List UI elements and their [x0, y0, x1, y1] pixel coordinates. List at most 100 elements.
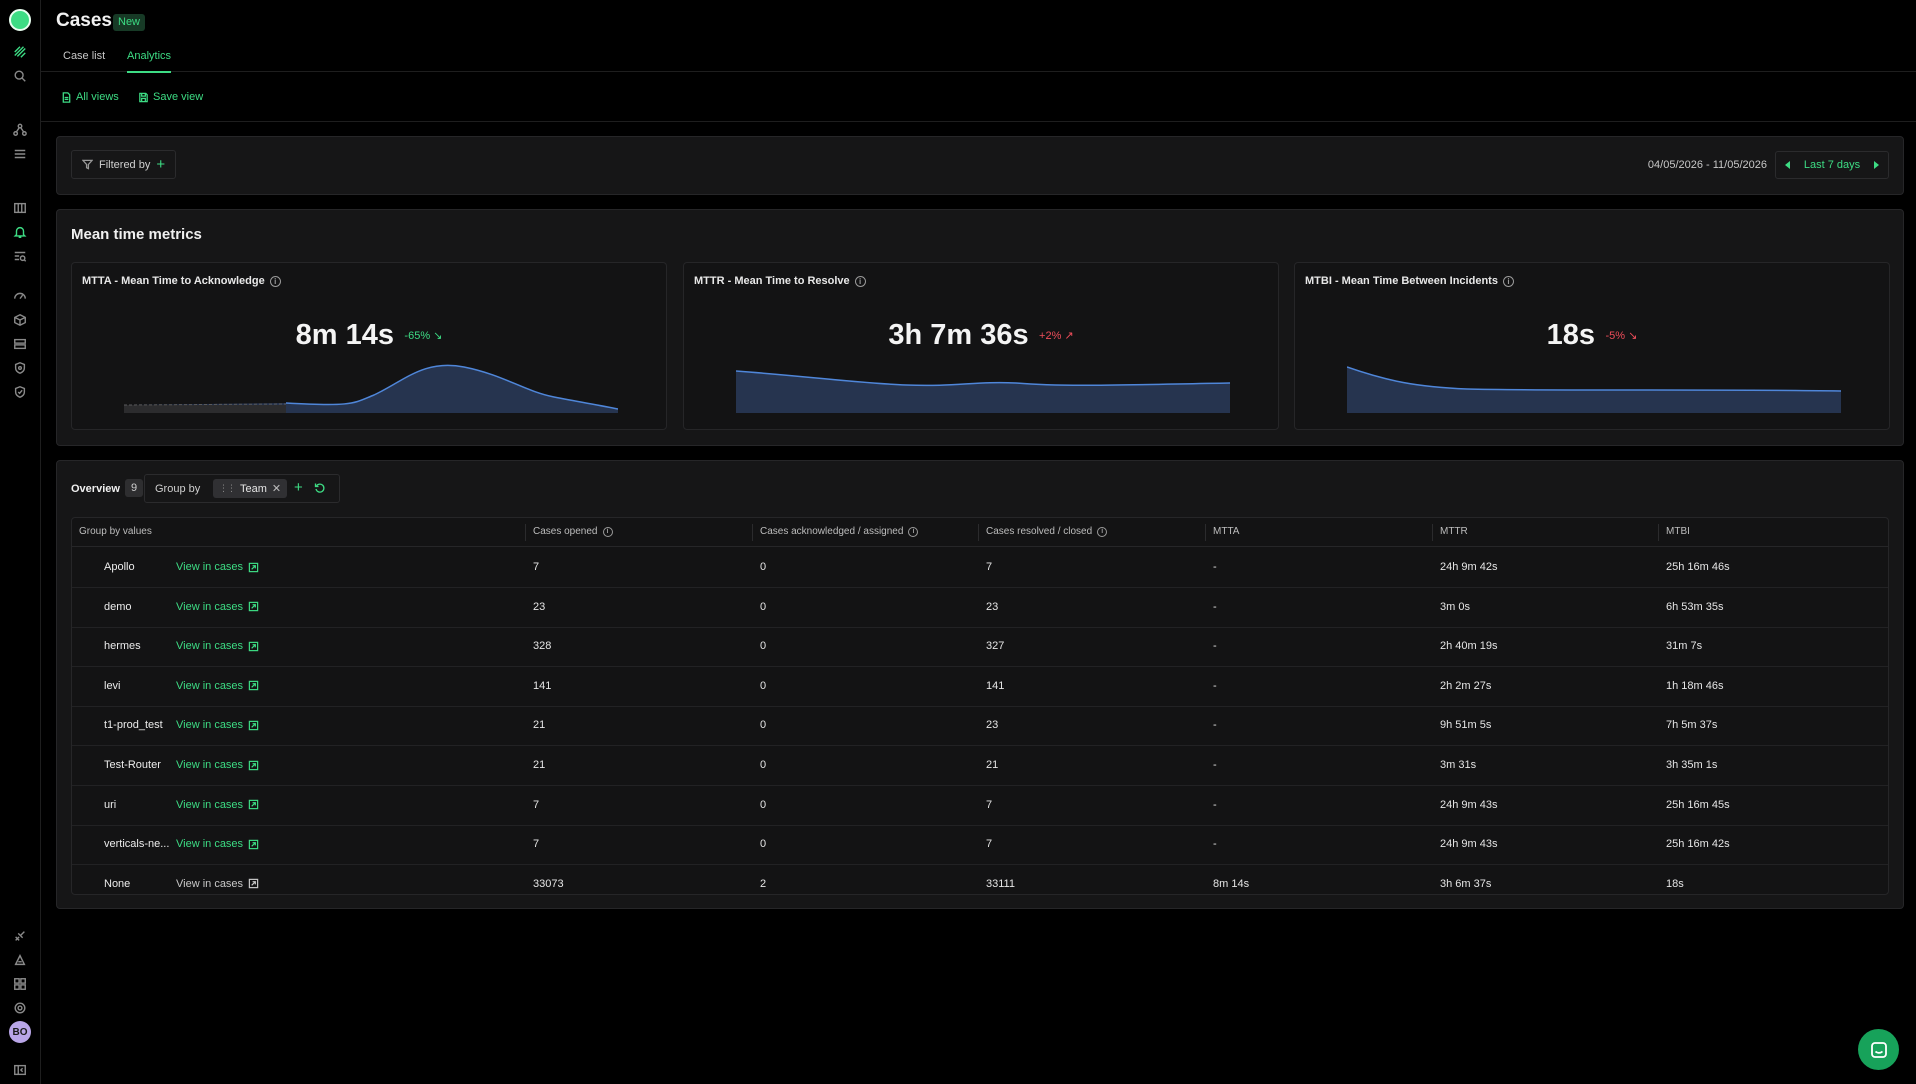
column-resizer[interactable]	[1205, 524, 1206, 541]
metric-card-mtbi: MTBI - Mean Time Between Incidents i 18s…	[1294, 262, 1890, 430]
metric-label: MTBI - Mean Time Between Incidents	[1305, 275, 1498, 287]
shield-icon[interactable]	[12, 360, 28, 376]
info-icon[interactable]: i	[908, 526, 919, 537]
package-icon[interactable]	[12, 312, 28, 328]
list-icon[interactable]	[12, 146, 28, 162]
table-row[interactable]: t1-prod_test 21 0 23 - 9h 51m 5s 7h 5m 37s View…	[72, 706, 1888, 747]
external-link-icon	[248, 562, 259, 572]
log-search-icon[interactable]	[12, 248, 28, 264]
info-icon[interactable]: i	[269, 275, 281, 287]
view-in-cases-link[interactable]: View in cases	[176, 680, 259, 692]
gear-icon[interactable]	[12, 1000, 28, 1016]
metric-change: -65% ↘	[404, 330, 443, 342]
mttr-cell: 3m 0s	[1440, 600, 1470, 613]
date-range-selector[interactable]: Last 7 days	[1775, 151, 1889, 179]
column-header[interactable]: MTTR	[1440, 526, 1468, 537]
save-view-button[interactable]: Save view	[138, 91, 203, 103]
dashboard-icon[interactable]	[12, 288, 28, 304]
filter-panel: Filtered by + 04/05/2026 - 11/05/2026 La…	[56, 136, 1904, 195]
integration-icon[interactable]	[12, 928, 28, 944]
apps-grid-icon[interactable]	[12, 976, 28, 992]
sidebar: BO	[0, 0, 41, 1084]
info-icon[interactable]: i	[1097, 526, 1108, 537]
team-cell: None	[104, 877, 131, 890]
info-icon[interactable]: i	[1502, 275, 1514, 287]
tab-analytics[interactable]: Analytics	[127, 50, 172, 73]
info-icon[interactable]: i	[602, 526, 613, 537]
table-row[interactable]: Test-Router 21 0 21 - 3m 31s 3h 35m 1s View in …	[72, 746, 1888, 786]
view-in-cases-link[interactable]: View in cases	[176, 799, 259, 811]
add-filter-icon: +	[156, 156, 166, 173]
table-row[interactable]: uri 7 0 7 - 24h 9m 43s 25h 16m 45s View in case…	[72, 786, 1888, 826]
column-resizer[interactable]	[1432, 524, 1433, 541]
mttr-cell: 24h 9m 43s	[1440, 838, 1498, 851]
save-icon	[139, 92, 148, 102]
drag-handle-icon[interactable]: ⋮⋮	[219, 483, 236, 493]
app-logo[interactable]	[9, 9, 31, 31]
mttr-cell: 3m 31s	[1440, 759, 1477, 771]
table-row[interactable]: Apollo 7 0 7 - 24h 9m 42s 25h 16m 46s View in c…	[72, 548, 1888, 588]
column-header[interactable]: Cases resolved / closed i	[986, 526, 1108, 537]
mtta-cell: -	[1213, 640, 1217, 653]
view-in-cases-link[interactable]: View in cases	[176, 719, 259, 731]
chat-button[interactable]	[1858, 1029, 1899, 1070]
column-header[interactable]: MTTA	[1213, 526, 1240, 537]
server-icon[interactable]	[12, 336, 28, 352]
remove-group-icon[interactable]: ✕	[271, 483, 282, 495]
lock-icon[interactable]	[12, 952, 28, 968]
search-icon[interactable]	[12, 68, 28, 84]
metric-card-mttr: MTTR - Mean Time to Resolve i 3h 7m 36s …	[683, 262, 1279, 430]
cases-acknowledged-cell: 0	[760, 561, 767, 573]
table-row[interactable]: None 33073 2 33111 8m 14s 3h 6m 37s 18s View in…	[72, 865, 1888, 894]
cases-acknowledged-cell: 2	[760, 877, 767, 890]
external-link-icon	[248, 799, 259, 810]
table-row[interactable]: verticals-ne... 7 0 7 - 24h 9m 43s 25h 16m 42s…	[72, 825, 1888, 866]
incidents-icon[interactable]	[12, 44, 28, 60]
filtered-by-button[interactable]: Filtered by +	[71, 150, 177, 179]
column-header[interactable]: Cases opened i	[533, 526, 613, 537]
cases-acknowledged-cell: 0	[760, 759, 767, 771]
security-icon[interactable]	[12, 384, 28, 400]
external-link-icon	[248, 720, 259, 731]
collapse-sidebar-icon[interactable]	[12, 1062, 28, 1078]
board-icon[interactable]	[12, 200, 28, 216]
cases-acknowledged-cell: 0	[760, 798, 767, 811]
view-in-cases-link[interactable]: View in cases	[176, 759, 259, 771]
add-group-icon[interactable]: +	[294, 479, 303, 496]
table-row[interactable]: hermes 328 0 327 - 2h 40m 19s 31m 7s View in ca…	[72, 627, 1888, 668]
column-header[interactable]: Cases acknowledged / assigned i	[760, 526, 919, 537]
topology-icon[interactable]	[12, 122, 28, 138]
next-range-icon[interactable]	[1873, 161, 1879, 169]
view-in-cases-link[interactable]: View in cases	[176, 878, 259, 890]
table-header: Group by values Cases opened i Cases ackn…	[72, 518, 1888, 547]
column-header[interactable]: Group by values	[79, 526, 152, 537]
table-row[interactable]: levi 141 0 141 - 2h 2m 27s 1h 18m 46s View in c…	[72, 667, 1888, 707]
all-views-button[interactable]: All views	[61, 91, 119, 103]
mtbi-cell: 6h 53m 35s	[1666, 600, 1724, 613]
table-row[interactable]: demo 23 0 23 - 3m 0s 6h 53m 35s View in cases	[72, 588, 1888, 628]
view-in-cases-link[interactable]: View in cases	[176, 601, 259, 613]
group-chip-team[interactable]: ⋮⋮ Team ✕	[213, 479, 288, 498]
team-cell: Test-Router	[104, 759, 161, 771]
mttr-cell: 9h 51m 5s	[1440, 719, 1492, 732]
metric-label: MTTR - Mean Time to Resolve	[694, 275, 850, 287]
mtbi-cell: 7h 5m 37s	[1666, 719, 1718, 732]
column-header[interactable]: MTBI	[1666, 526, 1690, 537]
column-resizer[interactable]	[525, 524, 526, 541]
reset-icon[interactable]	[314, 482, 326, 494]
filter-icon	[82, 159, 93, 170]
view-in-cases-link[interactable]: View in cases	[176, 838, 259, 850]
bell-icon[interactable]	[12, 224, 28, 240]
cases-opened-cell: 21	[533, 759, 546, 771]
view-in-cases-link[interactable]: View in cases	[176, 561, 259, 573]
column-resizer[interactable]	[752, 524, 753, 541]
metric-card-mtta: MTTA - Mean Time to Acknowledge i 8m 14s…	[71, 262, 667, 430]
column-resizer[interactable]	[1658, 524, 1659, 541]
mtbi-sparkline	[1347, 366, 1841, 413]
tab-case-list[interactable]: Case list	[63, 50, 106, 62]
previous-range-icon[interactable]	[1785, 161, 1790, 169]
view-in-cases-link[interactable]: View in cases	[176, 640, 259, 652]
avatar[interactable]: BO	[9, 1021, 31, 1043]
column-resizer[interactable]	[978, 524, 979, 541]
info-icon[interactable]: i	[854, 275, 866, 287]
